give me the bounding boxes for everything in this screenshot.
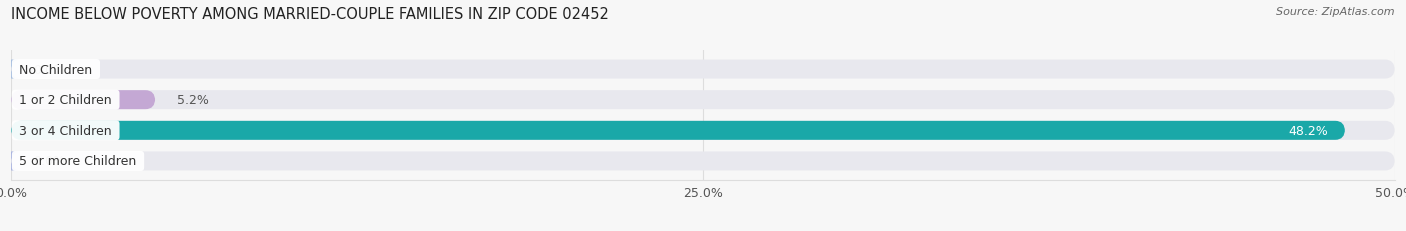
Text: 3 or 4 Children: 3 or 4 Children xyxy=(15,124,117,137)
Text: 0.0%: 0.0% xyxy=(34,155,66,168)
Text: No Children: No Children xyxy=(15,63,97,76)
Text: 5.2%: 5.2% xyxy=(177,94,209,107)
FancyBboxPatch shape xyxy=(11,152,1395,171)
FancyBboxPatch shape xyxy=(11,121,1346,140)
FancyBboxPatch shape xyxy=(11,121,1395,140)
FancyBboxPatch shape xyxy=(11,91,1395,110)
Text: 1 or 2 Children: 1 or 2 Children xyxy=(15,94,117,107)
Text: 48.2%: 48.2% xyxy=(1288,124,1329,137)
Text: 5 or more Children: 5 or more Children xyxy=(15,155,141,168)
Text: INCOME BELOW POVERTY AMONG MARRIED-COUPLE FAMILIES IN ZIP CODE 02452: INCOME BELOW POVERTY AMONG MARRIED-COUPL… xyxy=(11,7,609,22)
FancyBboxPatch shape xyxy=(11,60,1395,79)
Text: Source: ZipAtlas.com: Source: ZipAtlas.com xyxy=(1277,7,1395,17)
FancyBboxPatch shape xyxy=(1,152,21,171)
FancyBboxPatch shape xyxy=(11,91,155,110)
Text: 0.0%: 0.0% xyxy=(34,63,66,76)
FancyBboxPatch shape xyxy=(1,60,21,79)
